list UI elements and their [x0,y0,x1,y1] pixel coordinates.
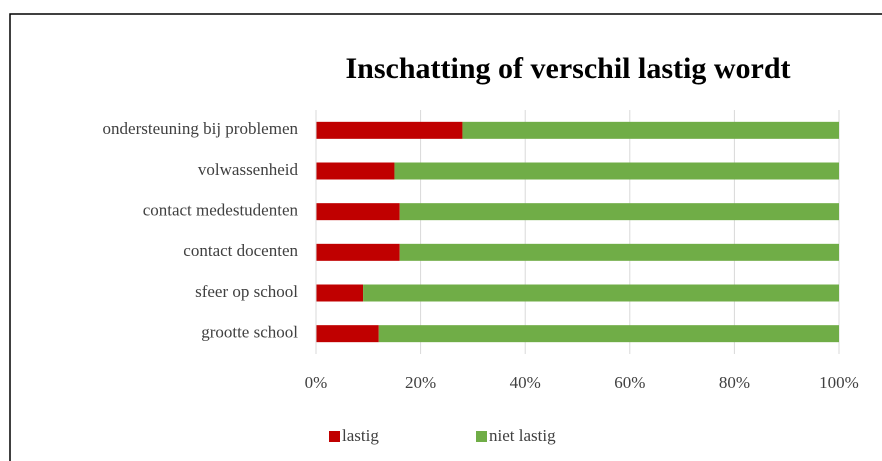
x-tick-label: 80% [719,373,750,392]
y-tick-label: grootte school [201,323,298,342]
bar-segment [316,203,400,221]
bar-segment [378,325,839,343]
bar-segment [363,284,839,302]
y-tick-label: contact docenten [183,241,298,260]
y-tick-label: ondersteuning bij problemen [103,119,299,138]
chart-frame [9,13,882,461]
y-tick-label: contact medestudenten [143,201,299,220]
bar-segment [316,162,395,180]
x-tick-label: 60% [614,373,645,392]
x-tick-label: 100% [819,373,859,392]
bar-segment [399,203,839,221]
bar-segment [394,162,839,180]
x-tick-label: 0% [305,373,328,392]
bar-segment [316,243,400,261]
y-tick-label: volwassenheid [198,160,299,179]
bar-segment [462,121,839,139]
legend-label: niet lastig [489,426,556,445]
bar-segment [399,243,839,261]
y-tick-label: sfeer op school [195,282,298,301]
legend-swatch [329,431,340,442]
legend-swatch [476,431,487,442]
bar-segment [316,284,364,302]
x-tick-label: 40% [510,373,541,392]
x-tick-label: 20% [405,373,436,392]
chart-title: Inschatting of verschil lastig wordt [346,52,791,85]
legend-label: lastig [342,426,379,445]
bar-segment [316,121,463,139]
bar-segment [316,325,379,343]
